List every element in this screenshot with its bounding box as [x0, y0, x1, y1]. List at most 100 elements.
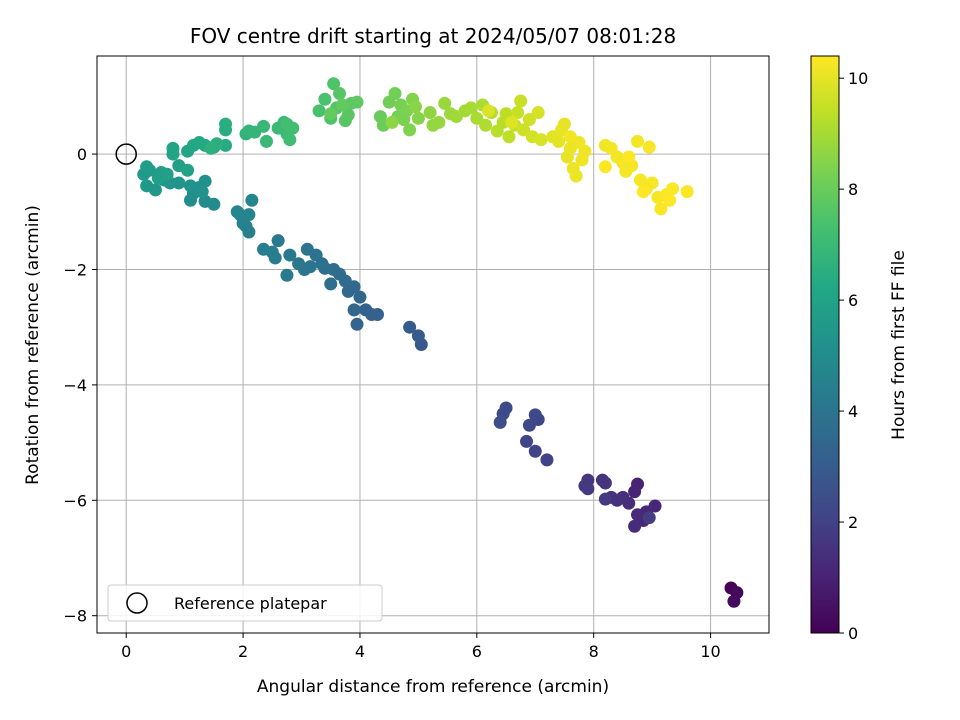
- colorbar-label: Hours from first FF file: [889, 250, 909, 440]
- x-axis-label: Angular distance from reference (arcmin): [257, 677, 609, 697]
- data-point: [230, 205, 244, 219]
- data-point: [438, 96, 452, 110]
- data-point: [528, 444, 542, 458]
- data-point: [540, 453, 554, 467]
- colorbar-tick-label: 0: [848, 624, 858, 643]
- data-point: [324, 277, 338, 291]
- data-point: [642, 140, 656, 154]
- y-tick-label: −8: [63, 607, 87, 626]
- reference-platepar-marker: [115, 143, 137, 165]
- legend-entry-reference: Reference platepar: [174, 594, 327, 613]
- data-point: [300, 242, 314, 256]
- y-axis-ticks: −8 −6 −4 −2 0: [63, 145, 97, 626]
- data-point: [271, 234, 285, 248]
- data-point: [569, 169, 583, 183]
- data-point: [204, 141, 218, 155]
- data-point: [514, 94, 528, 108]
- y-tick-label: −6: [63, 491, 87, 510]
- colorbar: [810, 55, 840, 634]
- data-point: [403, 320, 417, 334]
- legend-box: [107, 584, 383, 622]
- data-point: [727, 594, 741, 608]
- data-point: [528, 408, 542, 422]
- data-point: [411, 111, 425, 125]
- data-point: [581, 482, 595, 496]
- chart-title: FOV centre drift starting at 2024/05/07 …: [190, 24, 676, 48]
- data-point: [292, 257, 306, 271]
- data-point: [511, 106, 525, 120]
- data-point: [680, 185, 694, 199]
- data-point: [359, 303, 373, 317]
- x-axis-ticks: 0 2 4 6 8 10: [121, 633, 721, 661]
- data-point: [259, 134, 273, 148]
- colorbar-tick-label: 4: [848, 402, 858, 421]
- data-point: [347, 303, 361, 317]
- data-point: [166, 141, 180, 155]
- data-point: [522, 112, 536, 126]
- plot-frame: [96, 55, 770, 634]
- data-point: [327, 77, 341, 91]
- colorbar-tick-label: 6: [848, 291, 858, 310]
- data-point: [598, 492, 612, 506]
- y-tick-label: 0: [77, 145, 87, 164]
- data-point: [280, 117, 294, 131]
- data-point: [283, 133, 297, 147]
- data-point: [517, 123, 531, 137]
- x-tick-label: 10: [700, 642, 720, 661]
- colorbar-ticks: 0 2 4 6 8 10: [839, 69, 868, 643]
- y-tick-label: −2: [63, 260, 87, 279]
- data-points: [137, 77, 744, 608]
- data-point: [628, 485, 642, 499]
- x-tick-label: 6: [472, 642, 482, 661]
- colorbar-tick-label: 10: [848, 69, 868, 88]
- data-point: [654, 202, 668, 216]
- data-point: [642, 511, 656, 525]
- data-point: [423, 106, 437, 120]
- data-point: [502, 130, 516, 144]
- data-point: [505, 115, 519, 129]
- data-point: [411, 329, 425, 343]
- data-point: [341, 284, 355, 298]
- data-point: [257, 242, 271, 256]
- data-point: [140, 160, 154, 174]
- colorbar-tick-label: 8: [848, 180, 858, 199]
- data-point: [353, 290, 367, 304]
- data-point: [280, 268, 294, 282]
- data-point: [198, 174, 212, 188]
- data-point: [522, 418, 536, 432]
- colorbar-tick-label: 2: [848, 513, 858, 532]
- data-point: [598, 160, 612, 174]
- data-point: [493, 415, 507, 429]
- data-point: [631, 134, 645, 148]
- data-point: [534, 133, 548, 147]
- data-point: [324, 107, 338, 121]
- data-point: [645, 176, 659, 190]
- data-point: [531, 106, 545, 120]
- data-point: [195, 185, 209, 199]
- data-point: [160, 167, 174, 181]
- data-point: [181, 163, 195, 177]
- data-point: [663, 193, 677, 207]
- data-point: [403, 123, 417, 137]
- data-point: [519, 434, 533, 448]
- data-point: [622, 150, 636, 164]
- data-point: [312, 104, 326, 118]
- data-point: [666, 182, 680, 196]
- data-point: [350, 95, 364, 109]
- data-point: [350, 317, 364, 331]
- data-point: [470, 111, 484, 125]
- x-tick-label: 2: [238, 642, 248, 661]
- data-point: [631, 508, 645, 522]
- data-point: [318, 92, 332, 106]
- data-point: [283, 248, 297, 262]
- data-point: [628, 519, 642, 533]
- x-tick-label: 8: [589, 642, 599, 661]
- data-point: [388, 87, 402, 101]
- data-point: [385, 115, 399, 129]
- data-point: [479, 118, 493, 132]
- legend-marker: [126, 592, 148, 614]
- data-point: [242, 208, 256, 222]
- data-point: [408, 100, 422, 114]
- data-point: [219, 117, 233, 131]
